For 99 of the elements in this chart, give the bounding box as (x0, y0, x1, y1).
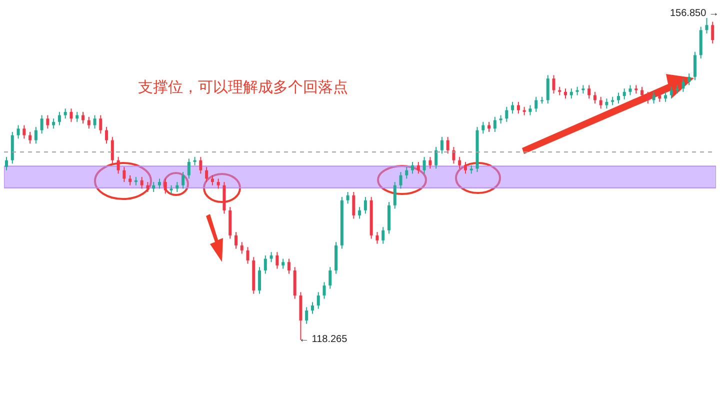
candlestick (688, 72, 691, 86)
candlestick (452, 146, 456, 164)
candlestick (105, 126, 108, 144)
candlestick (364, 196, 367, 214)
candlestick (176, 181, 179, 192)
candlestick (93, 114, 96, 130)
candlestick (628, 84, 632, 96)
candlestick (593, 91, 596, 104)
candlestick (322, 282, 326, 300)
candlestick (346, 192, 350, 204)
candlestick (705, 18, 708, 34)
candlestick (116, 156, 120, 174)
candlestick (640, 86, 644, 100)
candlestick (382, 226, 385, 244)
candlestick (28, 131, 32, 144)
candlestick (711, 21, 714, 44)
candlestick (546, 74, 550, 104)
candlestick (405, 166, 408, 180)
candlestick (5, 156, 8, 171)
candlestick (505, 106, 508, 122)
candlestick (34, 126, 38, 144)
candlestick (516, 101, 520, 114)
candlestick (81, 111, 84, 124)
candlestick (152, 181, 156, 192)
candlestick (246, 246, 250, 264)
candlestick (52, 118, 56, 130)
candlestick (528, 104, 532, 116)
candlestick (652, 91, 656, 104)
candlestick (276, 252, 279, 270)
candlestick (16, 124, 20, 140)
candlestick (305, 306, 308, 324)
candlestick (358, 206, 362, 220)
candlestick (287, 258, 290, 274)
candlestick (205, 166, 208, 182)
annotation: 支撑位，可以理解成多个回落点 (138, 78, 348, 97)
candlestick (646, 91, 650, 104)
candlestick (428, 156, 432, 170)
candlestick (376, 232, 379, 244)
candlestick (40, 114, 44, 134)
candlestick (440, 136, 444, 154)
candlestick (564, 88, 568, 100)
candlestick (622, 88, 626, 100)
candlestick (310, 302, 314, 314)
candlestick (328, 266, 332, 290)
candlestick (210, 174, 214, 186)
candlestick (199, 156, 202, 174)
candlestick (464, 161, 467, 174)
candlestick (605, 98, 608, 110)
candlestick (446, 136, 450, 154)
candlestick (58, 111, 61, 126)
candlestick (146, 181, 150, 192)
candlestick (158, 178, 161, 190)
candlestick (616, 92, 620, 104)
candlestick (411, 161, 414, 174)
candlestick (140, 176, 144, 190)
candlestick (164, 178, 167, 194)
candlestick (658, 91, 662, 102)
annotation: ← 118.265 (299, 334, 348, 345)
candlestick (352, 192, 356, 220)
candlestick (64, 108, 67, 120)
candlestick (434, 146, 438, 170)
candlestick (110, 136, 114, 164)
candlestick (99, 114, 102, 134)
candlestick (458, 156, 462, 170)
candlestick (234, 232, 238, 250)
candlestick (570, 88, 573, 100)
candlestick (670, 86, 673, 100)
candlestick (76, 111, 79, 122)
candlestick (122, 166, 126, 182)
annotation: 156.850 → (670, 8, 719, 19)
candlestick (46, 114, 50, 130)
candlestick (682, 78, 685, 92)
candlestick (316, 292, 320, 310)
candlestick (693, 51, 696, 81)
candlestick (282, 258, 285, 270)
candlestick (128, 174, 132, 186)
candlestick (588, 84, 591, 100)
candlestick (422, 156, 426, 174)
candlestick (87, 116, 90, 130)
candlestick (534, 96, 538, 112)
candlestick (493, 116, 496, 132)
candlestick (482, 121, 485, 134)
candlestick (22, 124, 26, 140)
candlestick (216, 178, 220, 190)
candlestick (416, 161, 420, 174)
candlestick (70, 108, 73, 122)
candlestick (270, 252, 273, 263)
candlestick (599, 96, 602, 110)
candlestick (399, 171, 402, 190)
candlestick (258, 266, 262, 294)
candlestick (511, 101, 514, 114)
candlestick (552, 74, 556, 94)
candlestick (264, 254, 267, 274)
candlestick (488, 121, 491, 132)
candlestick (393, 181, 396, 210)
candlestick (182, 171, 185, 190)
candlestick (240, 242, 244, 254)
candlestick (187, 158, 190, 180)
candlestick (664, 91, 668, 102)
